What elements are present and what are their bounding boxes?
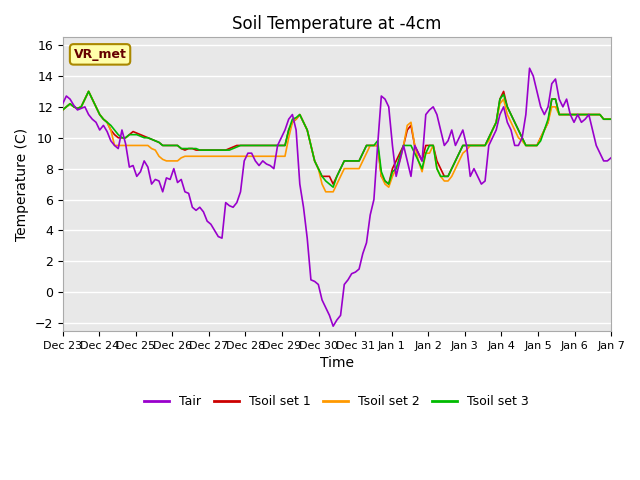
Text: VR_met: VR_met: [74, 48, 127, 61]
Legend: Tair, Tsoil set 1, Tsoil set 2, Tsoil set 3: Tair, Tsoil set 1, Tsoil set 2, Tsoil se…: [140, 390, 534, 413]
Title: Soil Temperature at -4cm: Soil Temperature at -4cm: [232, 15, 442, 33]
X-axis label: Time: Time: [320, 356, 354, 370]
Y-axis label: Temperature (C): Temperature (C): [15, 128, 29, 240]
